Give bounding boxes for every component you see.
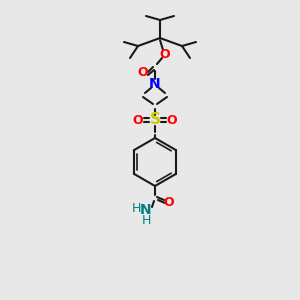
Text: O: O [133,113,143,127]
Text: O: O [138,65,148,79]
Text: S: S [149,112,161,128]
Text: O: O [167,113,177,127]
Text: N: N [149,77,161,91]
Text: N: N [140,203,152,217]
Text: H: H [141,214,151,226]
Text: O: O [164,196,174,208]
Text: O: O [160,47,170,61]
Text: H: H [131,202,141,214]
